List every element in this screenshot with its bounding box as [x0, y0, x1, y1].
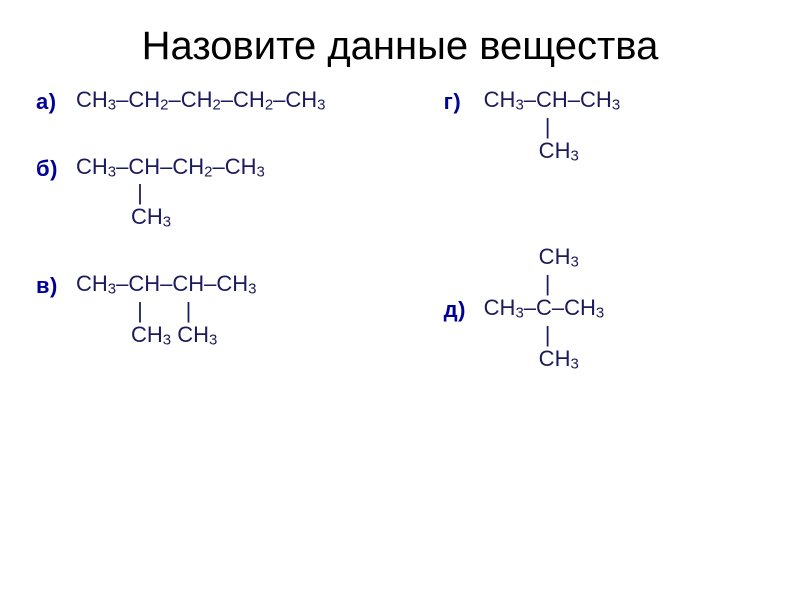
- formula-g: CH3–CH–CH3 | CH3: [484, 89, 620, 166]
- label-b: б): [36, 156, 76, 233]
- formula-b: CH3–CH–CH2–CH3 | CH3: [76, 156, 265, 233]
- entry-d: д) CH3 | CH3–C–CH3 | CH3: [444, 246, 764, 374]
- formula-line: CH3 CH3: [76, 324, 217, 349]
- formula-line: CH3: [484, 348, 579, 373]
- formula-line: CH3: [484, 246, 579, 271]
- entry-a: а) CH3–CH2–CH2–CH2–CH3: [36, 89, 444, 116]
- formula-line: CH3–CH–CH2–CH3: [76, 156, 265, 181]
- formula-line: |: [76, 182, 143, 204]
- entry-b: б) CH3–CH–CH2–CH3 | CH3: [36, 156, 444, 233]
- label-g: г): [444, 89, 484, 166]
- formula-line: |: [484, 116, 551, 138]
- formulas-container: а) CH3–CH2–CH2–CH2–CH3 б) CH3–CH–CH2–CH3…: [0, 89, 800, 414]
- label-d: д): [444, 297, 484, 323]
- label-a: а): [36, 89, 76, 116]
- formula-line: |: [484, 273, 551, 295]
- right-column: г) CH3–CH–CH3 | CH3 д) CH3 | CH3–C–CH3 |: [444, 89, 764, 414]
- left-column: а) CH3–CH2–CH2–CH2–CH3 б) CH3–CH–CH2–CH3…: [36, 89, 444, 414]
- formula-line: |: [484, 324, 551, 346]
- formula-line: CH3–CH–CH–CH3: [76, 273, 256, 298]
- formula-line: CH3–CH2–CH2–CH2–CH3: [76, 89, 325, 114]
- entry-g: г) CH3–CH–CH3 | CH3: [444, 89, 764, 166]
- page-title: Назовите данные вещества: [0, 0, 800, 89]
- entry-v: в) CH3–CH–CH–CH3 | | CH3 CH3: [36, 273, 444, 350]
- formula-line: | |: [76, 300, 191, 322]
- formula-v: CH3–CH–CH–CH3 | | CH3 CH3: [76, 273, 256, 350]
- formula-line: CH3–C–CH3: [484, 297, 605, 322]
- formula-line: CH3: [76, 206, 171, 231]
- formula-a: CH3–CH2–CH2–CH2–CH3: [76, 89, 325, 116]
- formula-line: CH3–CH–CH3: [484, 89, 620, 114]
- formula-d: CH3 | CH3–C–CH3 | CH3: [484, 246, 605, 374]
- formula-line: CH3: [484, 140, 579, 165]
- label-v: в): [36, 273, 76, 350]
